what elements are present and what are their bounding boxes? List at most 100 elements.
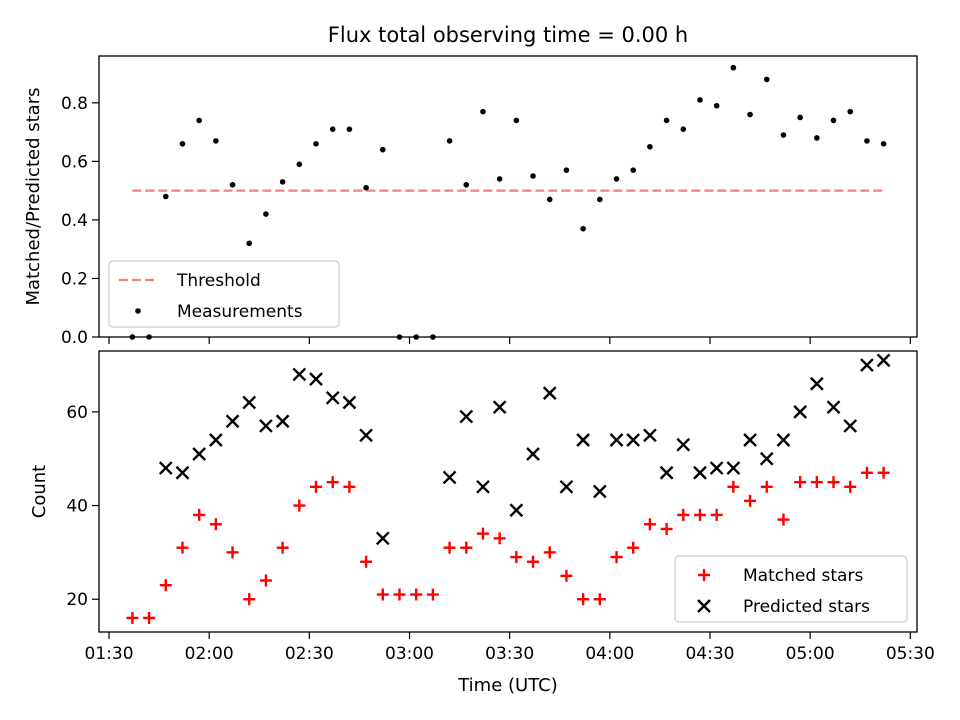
data-point bbox=[196, 117, 202, 124]
y-tick-label: 0.4 bbox=[61, 211, 88, 231]
data-point bbox=[509, 503, 524, 518]
marker-stroke bbox=[275, 414, 290, 429]
data-point bbox=[309, 372, 323, 386]
data-point bbox=[325, 390, 340, 405]
data-point bbox=[559, 479, 574, 494]
legend: Matched stars Predicted stars bbox=[674, 555, 908, 623]
marker-stroke bbox=[793, 405, 807, 419]
y-tick-label: 0.6 bbox=[61, 152, 88, 172]
chart-panel-1: 0.0 0.2 0.4 0.6 0.8 Matched/Predicted stars Th… bbox=[23, 55, 918, 348]
data-point bbox=[276, 541, 289, 554]
data-point bbox=[680, 126, 687, 132]
marker-stroke bbox=[492, 400, 507, 415]
data-point bbox=[293, 499, 306, 512]
data-point bbox=[242, 395, 257, 410]
data-point bbox=[647, 143, 653, 150]
data-point bbox=[794, 476, 807, 489]
legend-label: Matched stars bbox=[743, 566, 863, 586]
marker-stroke bbox=[192, 447, 207, 461]
data-point bbox=[677, 508, 690, 521]
data-point bbox=[279, 179, 286, 185]
x-tick-label: 03:00 bbox=[385, 644, 434, 664]
data-point bbox=[709, 461, 724, 475]
marker-stroke bbox=[726, 461, 741, 475]
marker-stroke bbox=[242, 395, 257, 410]
data-point bbox=[426, 588, 439, 601]
data-point bbox=[143, 611, 156, 624]
data-point bbox=[713, 102, 720, 109]
data-point bbox=[513, 117, 520, 124]
marker-stroke bbox=[592, 484, 607, 499]
data-point bbox=[860, 358, 874, 372]
data-point bbox=[493, 532, 506, 545]
data-point bbox=[847, 108, 854, 115]
marker-stroke bbox=[876, 353, 891, 368]
data-point bbox=[259, 419, 273, 433]
data-point bbox=[546, 196, 553, 203]
series-measurements bbox=[129, 64, 887, 340]
data-point bbox=[860, 466, 873, 479]
data-point bbox=[263, 211, 269, 217]
marker-stroke bbox=[809, 376, 824, 391]
data-point bbox=[597, 196, 603, 203]
marker-stroke bbox=[559, 479, 574, 494]
data-point bbox=[329, 126, 336, 132]
series-matched-stars bbox=[126, 466, 890, 624]
data-point bbox=[710, 508, 723, 521]
data-point bbox=[192, 447, 207, 461]
data-point bbox=[259, 574, 272, 587]
data-point bbox=[747, 111, 753, 118]
data-point bbox=[793, 405, 807, 419]
marker-stroke bbox=[676, 437, 691, 452]
marker-stroke bbox=[659, 465, 674, 480]
marker-stroke bbox=[643, 428, 657, 443]
marker-stroke bbox=[292, 367, 307, 382]
data-point bbox=[476, 479, 490, 494]
x-tick-label: 04:30 bbox=[685, 644, 734, 664]
data-point bbox=[510, 551, 523, 564]
marker-stroke bbox=[225, 414, 240, 429]
x-tick-label: 04:00 bbox=[585, 644, 634, 664]
marker-stroke bbox=[259, 419, 273, 433]
data-point bbox=[209, 518, 222, 531]
legend-x-swatch bbox=[697, 599, 711, 613]
data-point bbox=[342, 395, 357, 410]
data-point bbox=[593, 593, 606, 606]
data-point bbox=[175, 465, 190, 480]
data-point bbox=[476, 527, 489, 540]
data-point bbox=[229, 181, 236, 188]
marker-stroke bbox=[776, 433, 791, 447]
data-point bbox=[563, 167, 570, 173]
marker-stroke bbox=[743, 433, 757, 447]
data-point bbox=[496, 176, 503, 182]
data-point bbox=[158, 461, 173, 475]
data-point bbox=[460, 541, 473, 554]
data-point bbox=[577, 593, 590, 606]
marker-stroke bbox=[158, 461, 173, 475]
data-point bbox=[393, 588, 406, 601]
x-tick-label: 02:00 bbox=[185, 644, 234, 664]
legend-box bbox=[674, 555, 908, 623]
data-point bbox=[179, 141, 186, 147]
data-point bbox=[777, 513, 790, 526]
marker-stroke bbox=[342, 395, 357, 410]
data-point bbox=[346, 126, 353, 132]
data-point bbox=[526, 447, 540, 461]
data-point bbox=[630, 167, 637, 173]
data-point bbox=[827, 476, 840, 489]
y-tick-label: 0.0 bbox=[61, 328, 88, 348]
legend: Threshold Measurements bbox=[108, 260, 340, 328]
data-point bbox=[446, 138, 453, 144]
legend-label: Measurements bbox=[177, 302, 303, 322]
data-point bbox=[743, 433, 757, 447]
data-point bbox=[343, 480, 356, 493]
marker-stroke bbox=[826, 400, 841, 415]
data-point bbox=[243, 593, 256, 606]
data-point bbox=[292, 367, 307, 382]
marker-stroke bbox=[843, 419, 858, 433]
x-tick-label: 02:30 bbox=[285, 644, 334, 664]
marker-stroke bbox=[309, 372, 323, 386]
data-point bbox=[826, 400, 841, 415]
marker-stroke bbox=[375, 531, 390, 546]
data-point bbox=[830, 117, 837, 124]
